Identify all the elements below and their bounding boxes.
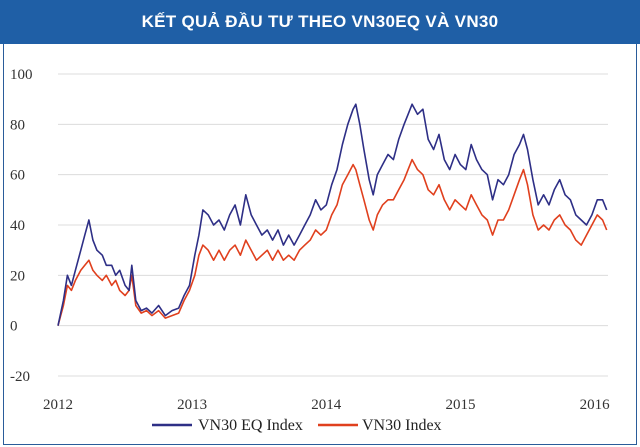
y-tick-label: 100 [10,67,33,83]
y-tick-label: 60 [10,168,25,184]
y-tick-label: -20 [10,369,30,385]
chart-box [3,44,637,445]
x-tick-label: 2015 [445,397,475,413]
y-tick-label: 0 [10,319,18,335]
y-axis-ticks: -20 0 20 40 60 80 100 [10,67,33,385]
x-axis-ticks: 2012 2013 2014 2015 2016 [43,397,610,413]
grid-lines [58,73,608,377]
series-line-0 [57,103,608,326]
series-lines [57,103,608,326]
y-tick-label: 40 [10,218,25,234]
chart-title: KẾT QUẢ ĐẦU TƯ THEO VN30EQ VÀ VN30 [0,0,640,44]
legend-label-0: VN30 EQ Index [198,417,303,434]
legend-label-1: VN30 Index [362,417,442,434]
line-chart: -20 0 20 40 60 80 100 2012 2013 2014 2015 2016 VN3… [10,67,610,434]
series-line-1 [57,158,608,326]
y-tick-label: 80 [10,117,25,133]
y-tick-label: 20 [10,268,25,284]
x-tick-label: 2013 [177,397,207,413]
x-tick-label: 2016 [580,397,611,413]
x-tick-label: 2012 [43,397,73,413]
x-tick-label: 2014 [311,397,342,413]
legend: VN30 EQ Index VN30 Index [152,417,442,434]
